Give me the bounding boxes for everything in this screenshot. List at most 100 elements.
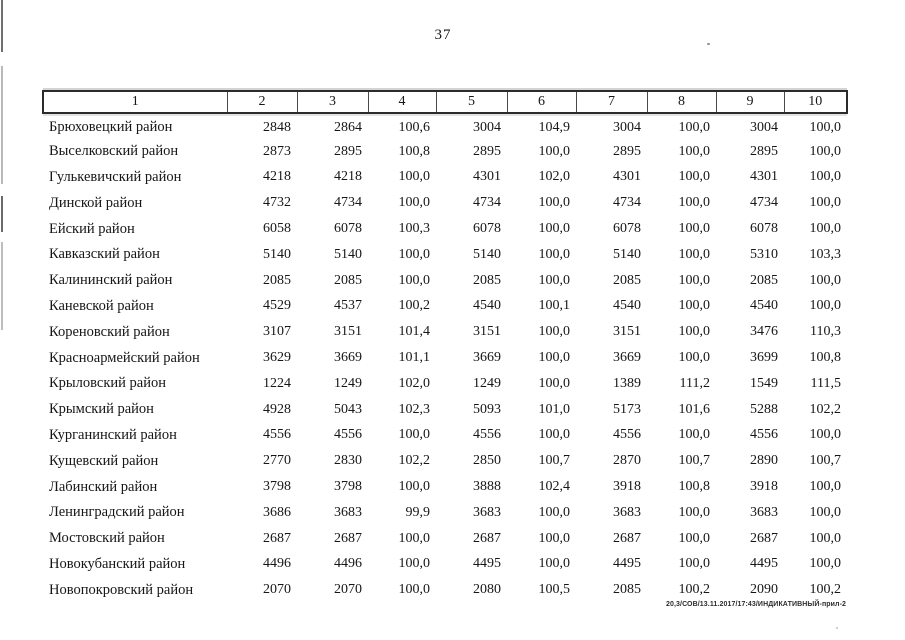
value-cell: 101,1	[398, 350, 431, 366]
value-cell: 100,0	[538, 324, 571, 340]
value-cell: 1549	[750, 375, 778, 391]
value-cell: 6078	[334, 221, 362, 237]
value-cell: 3918	[750, 479, 778, 495]
value-cell: 100,0	[809, 530, 842, 546]
district-name-cell: Кавказский район	[49, 246, 160, 263]
scan-artifact-left-edge	[1, 242, 3, 330]
value-cell: 4496	[334, 556, 362, 572]
value-cell: 2873	[263, 143, 291, 159]
value-cell: 2085	[750, 272, 778, 288]
value-cell: 100,0	[678, 246, 711, 262]
value-cell: 4734	[334, 195, 362, 211]
value-cell: 2687	[750, 530, 778, 546]
table-row: Курганинский район 4556 4556 100,0 4556 100,0…	[43, 423, 847, 449]
value-cell: 3629	[263, 350, 291, 366]
value-cell: 3107	[263, 324, 291, 340]
column-header-1: 1	[42, 90, 227, 114]
value-cell: 103,3	[809, 246, 842, 262]
value-cell: 100,0	[538, 350, 571, 366]
value-cell: 100,0	[538, 272, 571, 288]
page-number: 37	[434, 27, 452, 43]
value-cell: 3476	[750, 324, 778, 340]
value-cell: 100,0	[538, 530, 571, 546]
value-cell: 3004	[750, 119, 778, 135]
value-cell: 3669	[613, 350, 641, 366]
district-name-cell: Ленинградский район	[49, 504, 185, 521]
column-header-3: 3	[296, 90, 368, 114]
district-name-cell: Ейский район	[49, 220, 135, 237]
value-cell: 111,5	[810, 375, 841, 391]
value-cell: 4540	[473, 298, 501, 314]
scan-artifact-left-edge	[1, 196, 3, 232]
value-cell: 2848	[263, 119, 291, 135]
value-cell: 2085	[613, 582, 641, 598]
value-cell: 100,0	[538, 221, 571, 237]
value-cell: 100,0	[809, 195, 842, 211]
value-cell: 6078	[750, 221, 778, 237]
value-cell: 4218	[334, 169, 362, 185]
value-cell: 2085	[473, 272, 501, 288]
value-cell: 2085	[334, 272, 362, 288]
value-cell: 100,0	[678, 350, 711, 366]
value-cell: 5140	[334, 246, 362, 262]
district-name-cell: Красноармейский район	[49, 349, 200, 366]
district-name-cell: Мостовский район	[49, 530, 165, 547]
value-cell: 101,0	[538, 401, 571, 417]
value-cell: 1224	[263, 375, 291, 391]
value-cell: 3699	[750, 350, 778, 366]
value-cell: 3686	[263, 504, 291, 520]
value-cell: 100,0	[538, 143, 571, 159]
value-cell: 3683	[334, 504, 362, 520]
table-row: Гулькевичский район 4218 4218 100,0 4301 102,…	[43, 165, 847, 191]
value-cell: 100,0	[538, 504, 571, 520]
value-cell: 2770	[263, 453, 291, 469]
district-name-cell: Динской район	[49, 194, 143, 211]
value-cell: 4734	[750, 195, 778, 211]
value-cell: 2890	[750, 453, 778, 469]
value-cell: 4556	[334, 427, 362, 443]
value-cell: 100,0	[398, 556, 431, 572]
value-cell: 3004	[613, 119, 641, 135]
value-cell: 2895	[613, 143, 641, 159]
value-cell: 100,7	[678, 453, 711, 469]
value-cell: 100,0	[398, 427, 431, 443]
value-cell: 4495	[750, 556, 778, 572]
value-cell: 5140	[613, 246, 641, 262]
value-cell: 4301	[613, 169, 641, 185]
value-cell: 100,0	[809, 556, 842, 572]
value-cell: 100,8	[678, 479, 711, 495]
value-cell: 100,6	[398, 119, 431, 135]
value-cell: 100,0	[538, 195, 571, 211]
document-footer-note: 20,3/СОВ/13.11.2017/17:43/ИНДИКАТИВНЫЙ-п…	[666, 600, 847, 609]
value-cell: 100,0	[538, 246, 571, 262]
value-cell: 100,0	[678, 119, 711, 135]
value-cell: 100,0	[678, 272, 711, 288]
value-cell: 2687	[263, 530, 291, 546]
value-cell: 2085	[263, 272, 291, 288]
value-cell: 4218	[263, 169, 291, 185]
value-cell: 100,0	[678, 530, 711, 546]
value-cell: 3151	[334, 324, 362, 340]
district-name-cell: Кореновский район	[49, 323, 170, 340]
value-cell: 100,0	[398, 195, 431, 211]
value-cell: 5043	[334, 401, 362, 417]
value-cell: 4732	[263, 195, 291, 211]
scan-artifact-dot	[707, 43, 710, 45]
value-cell: 100,8	[398, 143, 431, 159]
value-cell: 3669	[334, 350, 362, 366]
value-cell: 100,5	[538, 582, 571, 598]
district-name-cell: Новопокровский район	[49, 581, 194, 598]
value-cell: 2070	[334, 582, 362, 598]
value-cell: 6078	[473, 221, 501, 237]
value-cell: 101,6	[678, 401, 711, 417]
value-cell: 3798	[334, 479, 362, 495]
value-cell: 100,0	[678, 195, 711, 211]
value-cell: 100,0	[809, 169, 842, 185]
value-cell: 100,2	[398, 298, 431, 314]
value-cell: 100,0	[809, 479, 842, 495]
district-name-cell: Курганинский район	[49, 426, 177, 443]
district-name-cell: Калининский район	[49, 272, 173, 289]
table-row: Кавказский район 5140 5140 100,0 5140 100,0 51…	[43, 242, 847, 268]
value-cell: 100,0	[809, 272, 842, 288]
